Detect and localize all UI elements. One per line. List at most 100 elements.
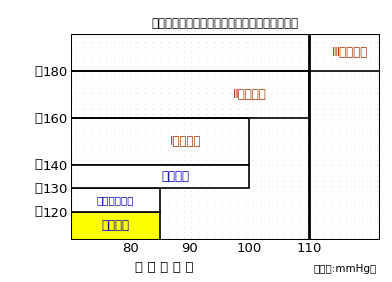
Point bbox=[119, 147, 125, 152]
Point bbox=[111, 76, 117, 80]
Point bbox=[103, 112, 109, 116]
Point bbox=[281, 101, 287, 106]
Point bbox=[343, 101, 349, 106]
Point bbox=[95, 76, 102, 80]
Point bbox=[212, 76, 218, 80]
Point bbox=[196, 189, 202, 193]
Point bbox=[297, 70, 303, 75]
Point bbox=[281, 184, 287, 188]
Point bbox=[250, 215, 256, 219]
Point bbox=[351, 60, 357, 65]
Point bbox=[72, 112, 78, 116]
Point bbox=[212, 70, 218, 75]
Point bbox=[281, 106, 287, 111]
Point bbox=[328, 132, 334, 137]
Point bbox=[181, 204, 187, 209]
Point bbox=[235, 112, 241, 116]
Point bbox=[219, 34, 225, 39]
Point bbox=[281, 189, 287, 193]
Point bbox=[305, 153, 311, 157]
Point bbox=[351, 91, 357, 96]
Point bbox=[266, 142, 272, 147]
Point bbox=[297, 76, 303, 80]
Point bbox=[289, 194, 295, 199]
Point bbox=[88, 230, 94, 234]
Point bbox=[328, 50, 334, 54]
Point bbox=[95, 96, 102, 101]
Point bbox=[88, 86, 94, 90]
Point bbox=[359, 147, 365, 152]
Point bbox=[95, 70, 102, 75]
Point bbox=[103, 70, 109, 75]
Point bbox=[134, 137, 140, 142]
Point bbox=[181, 235, 187, 240]
Point bbox=[150, 127, 156, 131]
Point bbox=[243, 235, 249, 240]
Point bbox=[95, 173, 102, 178]
Point bbox=[305, 96, 311, 101]
Point bbox=[281, 137, 287, 142]
Point bbox=[289, 76, 295, 80]
Point bbox=[243, 209, 249, 214]
Point bbox=[88, 50, 94, 54]
Point bbox=[336, 122, 342, 126]
Point bbox=[88, 91, 94, 96]
Point bbox=[173, 112, 179, 116]
Point bbox=[219, 215, 225, 219]
Point bbox=[227, 189, 233, 193]
Point bbox=[266, 215, 272, 219]
Point bbox=[281, 65, 287, 70]
Point bbox=[250, 65, 256, 70]
Point bbox=[150, 86, 156, 90]
Point bbox=[111, 179, 117, 183]
Point bbox=[150, 34, 156, 39]
Point bbox=[274, 117, 280, 121]
Point bbox=[266, 189, 272, 193]
Point bbox=[219, 137, 225, 142]
Point bbox=[157, 209, 163, 214]
Point bbox=[212, 153, 218, 157]
Point bbox=[258, 60, 264, 65]
Point bbox=[219, 199, 225, 204]
Point bbox=[150, 122, 156, 126]
Point bbox=[289, 179, 295, 183]
Point bbox=[297, 101, 303, 106]
Point bbox=[351, 220, 357, 224]
Point bbox=[289, 220, 295, 224]
Point bbox=[320, 168, 326, 173]
Point bbox=[103, 163, 109, 168]
Point bbox=[320, 91, 326, 96]
Bar bbox=[71, 34, 380, 71]
Point bbox=[235, 220, 241, 224]
Point bbox=[305, 173, 311, 178]
Point bbox=[165, 168, 171, 173]
Point bbox=[204, 147, 210, 152]
Point bbox=[359, 91, 365, 96]
Point bbox=[188, 179, 194, 183]
Point bbox=[150, 158, 156, 162]
Point bbox=[266, 179, 272, 183]
Point bbox=[312, 70, 318, 75]
Point bbox=[103, 91, 109, 96]
Point bbox=[150, 225, 156, 229]
Point bbox=[95, 117, 102, 121]
Point bbox=[266, 230, 272, 234]
Point bbox=[235, 235, 241, 240]
Point bbox=[235, 163, 241, 168]
Point bbox=[103, 184, 109, 188]
Point bbox=[150, 209, 156, 214]
Point bbox=[367, 142, 373, 147]
Point bbox=[328, 153, 334, 157]
Point bbox=[165, 173, 171, 178]
Point bbox=[173, 158, 179, 162]
Point bbox=[274, 81, 280, 85]
Point bbox=[274, 106, 280, 111]
Point bbox=[297, 215, 303, 219]
Point bbox=[181, 163, 187, 168]
Point bbox=[126, 158, 132, 162]
Point bbox=[157, 65, 163, 70]
Point bbox=[359, 199, 365, 204]
Point bbox=[111, 199, 117, 204]
Point bbox=[343, 76, 349, 80]
Point bbox=[103, 173, 109, 178]
